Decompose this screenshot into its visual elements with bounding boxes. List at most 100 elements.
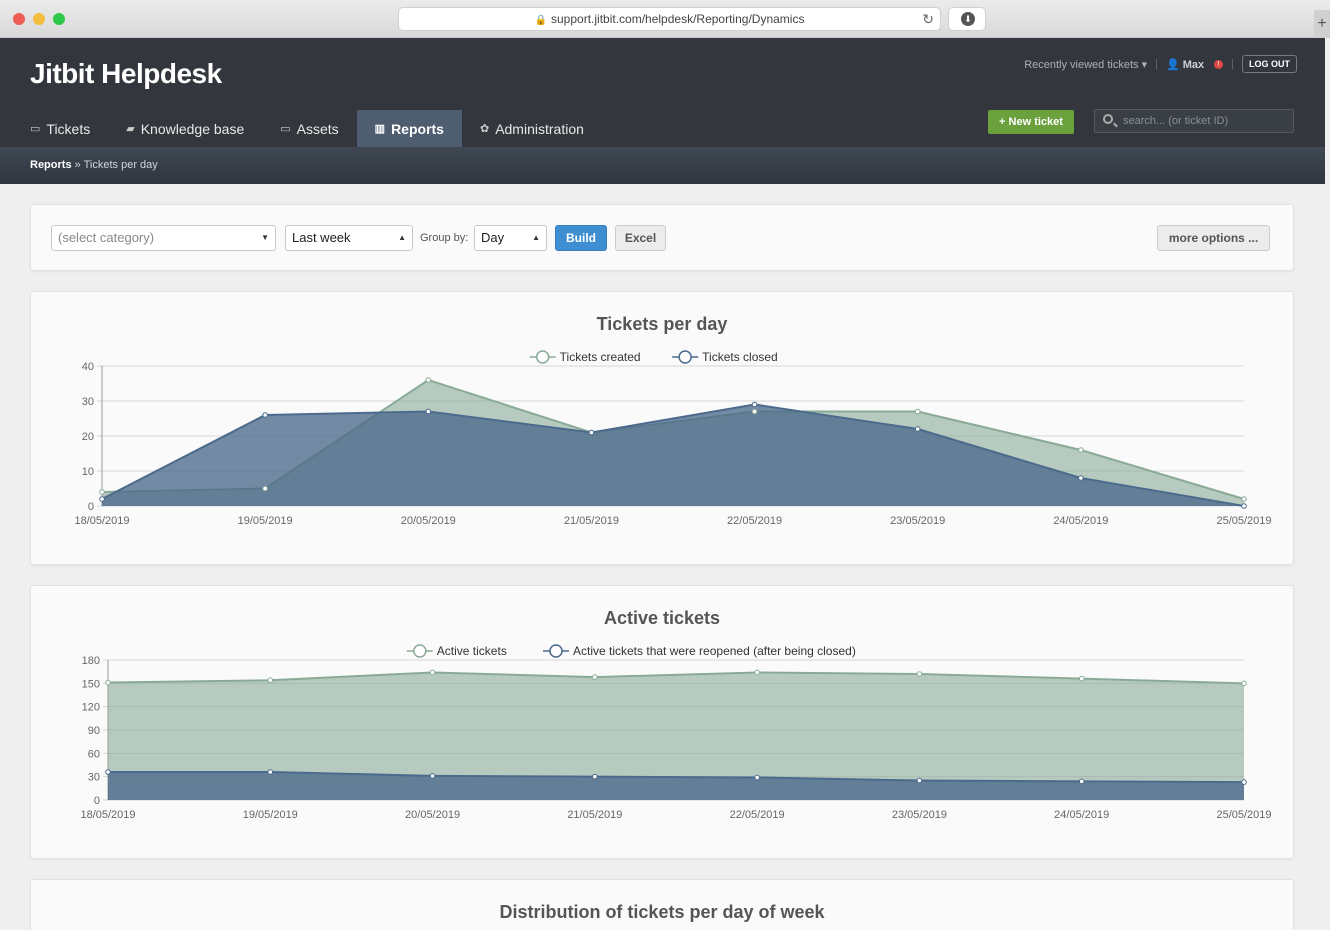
y-tick-label: 60 — [88, 748, 100, 760]
gear-icon: ✿ — [479, 123, 490, 135]
data-point — [751, 408, 758, 415]
breadcrumb-reports-link[interactable]: Reports — [30, 159, 72, 171]
data-point — [105, 679, 111, 686]
new-ticket-button[interactable]: + New ticket — [988, 110, 1074, 134]
data-point — [1241, 503, 1247, 509]
y-tick-label: 40 — [82, 361, 94, 373]
url-text: support.jitbit.com/helpdesk/Reporting/Dy… — [551, 12, 805, 26]
legend-marker — [413, 644, 427, 658]
x-tick-label: 25/05/2019 — [1216, 515, 1271, 527]
period-value: Last week — [292, 230, 351, 245]
group-by-select[interactable]: Day ▲ — [474, 225, 547, 251]
y-tick-label: 180 — [82, 655, 100, 667]
x-tick-label: 20/05/2019 — [405, 809, 460, 821]
close-window-button[interactable] — [13, 13, 25, 25]
y-tick-label: 30 — [82, 396, 94, 408]
caret-down-icon: ▾ — [1141, 58, 1148, 71]
x-tick-label: 23/05/2019 — [890, 515, 945, 527]
data-point — [262, 412, 268, 418]
data-point — [916, 777, 923, 784]
series-line-2 — [101, 403, 1245, 507]
user-menu[interactable]: 👤 Max — [1165, 58, 1205, 71]
data-point — [1078, 778, 1085, 785]
data-point — [916, 671, 923, 677]
minimize-window-button[interactable] — [33, 13, 45, 25]
laptop-icon: ▭ — [280, 123, 291, 135]
chart-title: Distribution of tickets per day of week — [499, 902, 825, 922]
zoom-window-button[interactable] — [53, 13, 65, 25]
alert-icon[interactable]: ! — [1214, 59, 1224, 69]
period-select[interactable]: Last week ▲ — [285, 225, 413, 251]
build-button[interactable]: Build — [555, 225, 607, 251]
data-point — [754, 774, 760, 781]
legend-label: Tickets closed — [702, 350, 778, 364]
data-point — [99, 496, 105, 502]
data-point — [429, 669, 436, 676]
data-point — [592, 773, 598, 780]
recent-tickets-dropdown[interactable]: Recently viewed tickets ▾ — [1024, 58, 1148, 71]
x-tick-label: 18/05/2019 — [74, 515, 129, 527]
tickets-per-day-chart: 0 10 20 30 40 18/05/2019 19/05/2019 20/05/2019 2… — [74, 350, 1271, 527]
lock-icon: 🔒 — [534, 15, 547, 26]
search-input[interactable]: search... (or ticket ID) — [1094, 109, 1294, 133]
tab-label: Reports — [391, 120, 444, 137]
tab-administration[interactable]: ✿ Administration — [462, 110, 602, 147]
tab-reports[interactable]: ▥ Reports — [356, 110, 462, 147]
tab-label: Knowledge base — [140, 120, 245, 137]
data-point — [1241, 496, 1247, 502]
main-nav: ▭ Tickets ▰ Knowledge base ▭ Assets ▥ Report… — [12, 110, 602, 147]
data-point — [751, 401, 758, 408]
breadcrumb-current: Tickets per day — [83, 159, 158, 171]
search-placeholder: search... (or ticket ID) — [1123, 115, 1229, 127]
distribution-panel: Distribution of tickets per day of week — [30, 879, 1294, 930]
tab-knowledge-base[interactable]: ▰ Knowledge base — [108, 110, 262, 147]
tab-tickets[interactable]: ▭ Tickets — [12, 110, 108, 147]
data-point — [262, 485, 268, 492]
legend-marker — [678, 350, 692, 364]
x-tick-label: 21/05/2019 — [564, 515, 619, 527]
group-by-label: Group by: — [420, 232, 469, 244]
data-point — [1078, 447, 1084, 453]
tab-label: Administration — [495, 120, 584, 137]
tab-label: Assets — [296, 120, 339, 137]
data-point — [1241, 680, 1247, 687]
series-line-2 — [108, 771, 1245, 784]
y-tick-label: 90 — [88, 725, 100, 737]
bar-chart-icon: ▥ — [374, 123, 386, 135]
category-value: (select category) — [58, 230, 155, 245]
tickets-per-day-panel: Tickets per day 0 10 20 30 40 18/05/2019 19/05… — [30, 291, 1294, 565]
y-tick-label: 0 — [94, 795, 100, 807]
data-point — [914, 426, 921, 432]
x-tick-label: 24/05/2019 — [1053, 515, 1108, 527]
tab-label: Tickets — [46, 120, 91, 137]
tab-assets[interactable]: ▭ Assets — [262, 110, 356, 147]
data-point — [429, 773, 436, 779]
excel-button[interactable]: Excel — [615, 225, 666, 251]
category-select[interactable]: (select category) ▼ — [51, 225, 276, 251]
data-point — [754, 669, 760, 676]
data-point — [914, 408, 921, 415]
data-point — [425, 408, 432, 415]
app-logo[interactable]: Jitbit Helpdesk — [30, 58, 222, 89]
chart-title: Tickets per day — [596, 314, 728, 334]
x-tick-label: 23/05/2019 — [892, 809, 947, 821]
more-options-button[interactable]: more options ... — [1157, 225, 1270, 251]
new-tab-button[interactable]: + — [1314, 10, 1330, 38]
user-icon: 👤 — [1165, 58, 1180, 71]
y-tick-label: 30 — [88, 772, 100, 784]
filter-panel: (select category) ▼ Last week ▲ Group by: … — [30, 204, 1294, 271]
reload-icon[interactable]: ↻ — [922, 11, 934, 27]
x-tick-label: 20/05/2019 — [401, 515, 456, 527]
logout-button[interactable]: LOG OUT — [1242, 55, 1297, 73]
x-tick-label: 19/05/2019 — [243, 809, 298, 821]
x-tick-label: 24/05/2019 — [1054, 809, 1109, 821]
data-point — [1078, 475, 1084, 481]
chart-title: Active tickets — [603, 608, 721, 628]
x-tick-label: 18/05/2019 — [80, 809, 135, 821]
book-icon: ▰ — [126, 123, 135, 135]
data-point — [592, 674, 598, 680]
y-tick-label: 20 — [82, 431, 94, 443]
downloads-button[interactable]: ⬇ — [948, 7, 986, 31]
address-bar[interactable]: 🔒 support.jitbit.com/helpdesk/Reporting/D… — [398, 7, 941, 31]
data-point — [425, 377, 432, 383]
